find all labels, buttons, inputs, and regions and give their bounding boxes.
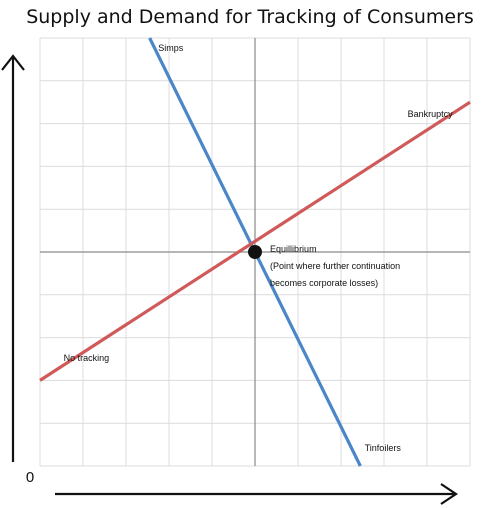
annotation-label: Equillibrium [270,244,317,254]
annotations: Simps Bankruptcy Equillibrium (Point where … [64,43,454,453]
annotation-label: Simps [158,43,184,53]
annotation-label: (Point where further continuation [270,261,400,271]
annotation-label: No tracking [64,353,110,363]
grid [39,37,471,467]
annotation-label: Tinfoilers [365,443,402,453]
annotation-label: becomes corporate losses) [270,278,378,288]
annotation-label: Bankruptcy [408,109,454,119]
chart-title: Supply and Demand for Tracking of Consum… [26,6,474,28]
origin-label: 0 [26,469,34,486]
series-lines [39,37,471,467]
x-axis-arrowhead [440,483,458,505]
series-line-2 [39,100,471,382]
axes [1,54,458,505]
y-axis-arrowhead [1,54,25,71]
equilibrium-point [248,245,262,259]
